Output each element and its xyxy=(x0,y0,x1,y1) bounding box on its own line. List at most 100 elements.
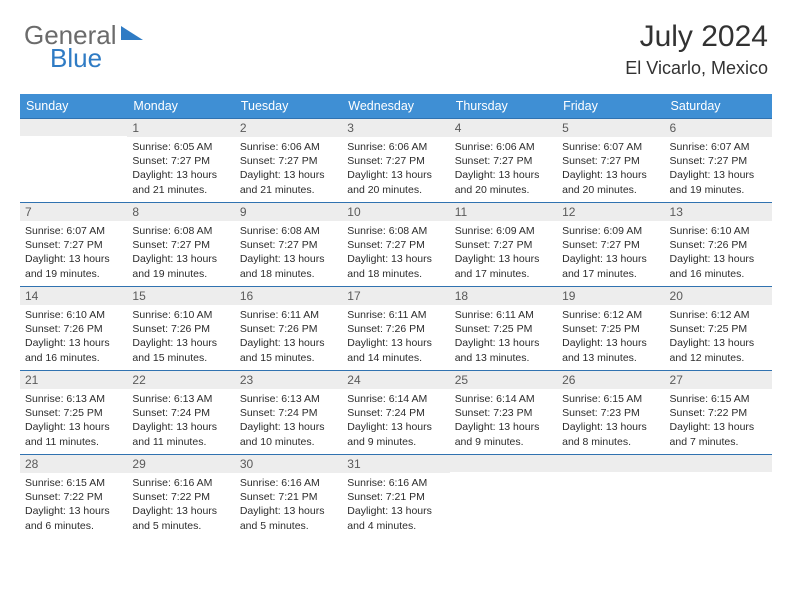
day-number: 12 xyxy=(557,203,664,221)
daylight-text: Daylight: 13 hours and 15 minutes. xyxy=(132,336,229,364)
day-number: 5 xyxy=(557,119,664,137)
day-number: 3 xyxy=(342,119,449,137)
calendar-day-cell: 5Sunrise: 6:07 AMSunset: 7:27 PMDaylight… xyxy=(557,119,664,203)
sunrise-text: Sunrise: 6:08 AM xyxy=(132,224,229,238)
day-details: Sunrise: 6:15 AMSunset: 7:22 PMDaylight:… xyxy=(665,389,772,454)
calendar-day-cell: 9Sunrise: 6:08 AMSunset: 7:27 PMDaylight… xyxy=(235,203,342,287)
daylight-text: Daylight: 13 hours and 17 minutes. xyxy=(562,252,659,280)
day-details: Sunrise: 6:12 AMSunset: 7:25 PMDaylight:… xyxy=(665,305,772,370)
sunset-text: Sunset: 7:27 PM xyxy=(562,154,659,168)
sunrise-text: Sunrise: 6:06 AM xyxy=(455,140,552,154)
day-number: 4 xyxy=(450,119,557,137)
calendar-day-cell: 7Sunrise: 6:07 AMSunset: 7:27 PMDaylight… xyxy=(20,203,127,287)
sunrise-text: Sunrise: 6:10 AM xyxy=(25,308,122,322)
sunset-text: Sunset: 7:27 PM xyxy=(562,238,659,252)
calendar-day-cell: 8Sunrise: 6:08 AMSunset: 7:27 PMDaylight… xyxy=(127,203,234,287)
sunrise-text: Sunrise: 6:13 AM xyxy=(132,392,229,406)
sunset-text: Sunset: 7:24 PM xyxy=(132,406,229,420)
sunset-text: Sunset: 7:22 PM xyxy=(670,406,767,420)
calendar-day-cell: 10Sunrise: 6:08 AMSunset: 7:27 PMDayligh… xyxy=(342,203,449,287)
day-number: 27 xyxy=(665,371,772,389)
day-number: 25 xyxy=(450,371,557,389)
daylight-text: Daylight: 13 hours and 9 minutes. xyxy=(347,420,444,448)
calendar-day-cell: 21Sunrise: 6:13 AMSunset: 7:25 PMDayligh… xyxy=(20,371,127,455)
month-title: July 2024 xyxy=(625,20,768,54)
calendar-week-row: 7Sunrise: 6:07 AMSunset: 7:27 PMDaylight… xyxy=(20,203,772,287)
sunrise-text: Sunrise: 6:10 AM xyxy=(132,308,229,322)
sunrise-text: Sunrise: 6:14 AM xyxy=(347,392,444,406)
sunrise-text: Sunrise: 6:13 AM xyxy=(25,392,122,406)
calendar-day-cell: 30Sunrise: 6:16 AMSunset: 7:21 PMDayligh… xyxy=(235,455,342,539)
day-number: 11 xyxy=(450,203,557,221)
sunset-text: Sunset: 7:24 PM xyxy=(347,406,444,420)
daylight-text: Daylight: 13 hours and 9 minutes. xyxy=(455,420,552,448)
sunrise-text: Sunrise: 6:08 AM xyxy=(240,224,337,238)
calendar-day-cell xyxy=(665,455,772,539)
daylight-text: Daylight: 13 hours and 20 minutes. xyxy=(347,168,444,196)
sunrise-text: Sunrise: 6:15 AM xyxy=(25,476,122,490)
sunset-text: Sunset: 7:27 PM xyxy=(455,238,552,252)
daylight-text: Daylight: 13 hours and 7 minutes. xyxy=(670,420,767,448)
location-label: El Vicarlo, Mexico xyxy=(625,58,768,79)
calendar-table: Sunday Monday Tuesday Wednesday Thursday… xyxy=(20,94,772,539)
title-block: July 2024 El Vicarlo, Mexico xyxy=(625,20,768,79)
weekday-header: Tuesday xyxy=(235,94,342,119)
weekday-header: Friday xyxy=(557,94,664,119)
day-details: Sunrise: 6:11 AMSunset: 7:26 PMDaylight:… xyxy=(342,305,449,370)
calendar-day-cell: 15Sunrise: 6:10 AMSunset: 7:26 PMDayligh… xyxy=(127,287,234,371)
daylight-text: Daylight: 13 hours and 15 minutes. xyxy=(240,336,337,364)
day-number: 30 xyxy=(235,455,342,473)
sunset-text: Sunset: 7:26 PM xyxy=(670,238,767,252)
day-number: 18 xyxy=(450,287,557,305)
sunset-text: Sunset: 7:22 PM xyxy=(25,490,122,504)
day-number: 17 xyxy=(342,287,449,305)
sunset-text: Sunset: 7:27 PM xyxy=(132,238,229,252)
calendar-day-cell: 18Sunrise: 6:11 AMSunset: 7:25 PMDayligh… xyxy=(450,287,557,371)
calendar-day-cell xyxy=(557,455,664,539)
sunrise-text: Sunrise: 6:05 AM xyxy=(132,140,229,154)
sunrise-text: Sunrise: 6:07 AM xyxy=(670,140,767,154)
day-number: 6 xyxy=(665,119,772,137)
sunset-text: Sunset: 7:27 PM xyxy=(132,154,229,168)
calendar-body: 1Sunrise: 6:05 AMSunset: 7:27 PMDaylight… xyxy=(20,119,772,539)
calendar-day-cell: 26Sunrise: 6:15 AMSunset: 7:23 PMDayligh… xyxy=(557,371,664,455)
day-number xyxy=(557,455,664,472)
day-details: Sunrise: 6:08 AMSunset: 7:27 PMDaylight:… xyxy=(127,221,234,286)
calendar-day-cell: 1Sunrise: 6:05 AMSunset: 7:27 PMDaylight… xyxy=(127,119,234,203)
daylight-text: Daylight: 13 hours and 21 minutes. xyxy=(240,168,337,196)
daylight-text: Daylight: 13 hours and 6 minutes. xyxy=(25,504,122,532)
daylight-text: Daylight: 13 hours and 5 minutes. xyxy=(132,504,229,532)
calendar-day-cell: 27Sunrise: 6:15 AMSunset: 7:22 PMDayligh… xyxy=(665,371,772,455)
sunrise-text: Sunrise: 6:12 AM xyxy=(670,308,767,322)
daylight-text: Daylight: 13 hours and 19 minutes. xyxy=(670,168,767,196)
day-details: Sunrise: 6:15 AMSunset: 7:23 PMDaylight:… xyxy=(557,389,664,454)
calendar-day-cell: 13Sunrise: 6:10 AMSunset: 7:26 PMDayligh… xyxy=(665,203,772,287)
day-details: Sunrise: 6:11 AMSunset: 7:25 PMDaylight:… xyxy=(450,305,557,370)
day-details: Sunrise: 6:15 AMSunset: 7:22 PMDaylight:… xyxy=(20,473,127,538)
sunset-text: Sunset: 7:26 PM xyxy=(132,322,229,336)
sunrise-text: Sunrise: 6:16 AM xyxy=(132,476,229,490)
daylight-text: Daylight: 13 hours and 20 minutes. xyxy=(562,168,659,196)
sunset-text: Sunset: 7:26 PM xyxy=(25,322,122,336)
day-details: Sunrise: 6:05 AMSunset: 7:27 PMDaylight:… xyxy=(127,137,234,202)
day-number: 16 xyxy=(235,287,342,305)
sunset-text: Sunset: 7:26 PM xyxy=(347,322,444,336)
sunset-text: Sunset: 7:24 PM xyxy=(240,406,337,420)
calendar-day-cell: 19Sunrise: 6:12 AMSunset: 7:25 PMDayligh… xyxy=(557,287,664,371)
brand-part2: Blue xyxy=(50,43,102,73)
day-details: Sunrise: 6:06 AMSunset: 7:27 PMDaylight:… xyxy=(450,137,557,202)
day-number: 13 xyxy=(665,203,772,221)
sunset-text: Sunset: 7:26 PM xyxy=(240,322,337,336)
day-details: Sunrise: 6:13 AMSunset: 7:24 PMDaylight:… xyxy=(127,389,234,454)
calendar-day-cell: 31Sunrise: 6:16 AMSunset: 7:21 PMDayligh… xyxy=(342,455,449,539)
daylight-text: Daylight: 13 hours and 5 minutes. xyxy=(240,504,337,532)
day-details: Sunrise: 6:16 AMSunset: 7:21 PMDaylight:… xyxy=(235,473,342,538)
weekday-header-row: Sunday Monday Tuesday Wednesday Thursday… xyxy=(20,94,772,119)
day-number: 1 xyxy=(127,119,234,137)
daylight-text: Daylight: 13 hours and 13 minutes. xyxy=(455,336,552,364)
sunrise-text: Sunrise: 6:12 AM xyxy=(562,308,659,322)
sunset-text: Sunset: 7:23 PM xyxy=(455,406,552,420)
day-number: 9 xyxy=(235,203,342,221)
sunrise-text: Sunrise: 6:06 AM xyxy=(240,140,337,154)
sunrise-text: Sunrise: 6:09 AM xyxy=(562,224,659,238)
